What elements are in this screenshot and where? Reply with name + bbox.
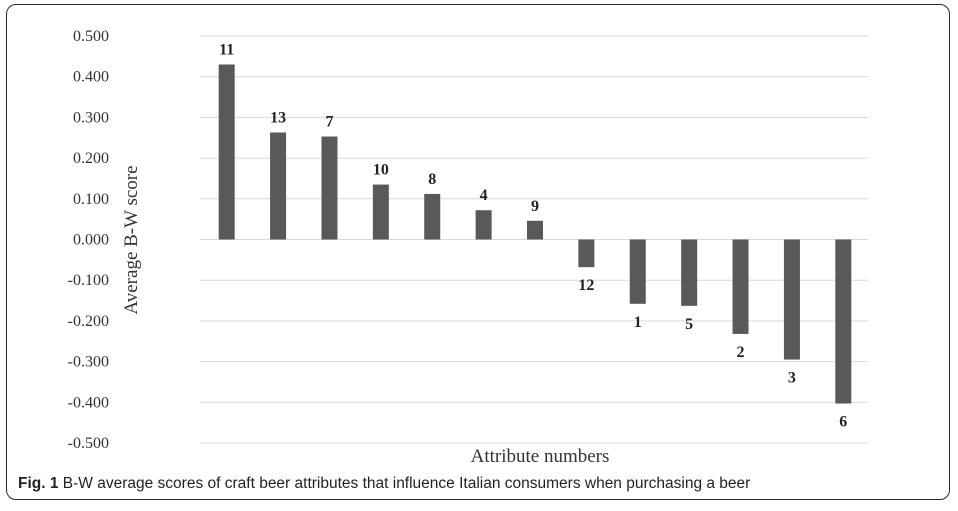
- caption-text: B-W average scores of craft beer attribu…: [62, 475, 751, 492]
- bar: [372, 184, 389, 240]
- bar: [321, 136, 338, 240]
- bar-chart: 0.500 0.400 0.300 0.200 0.100 0.000 -0.100 -0.2…: [68, 28, 868, 467]
- gridlines: [200, 35, 868, 444]
- bars: [218, 64, 852, 404]
- bar: [629, 239, 646, 304]
- y-tick-label: 0.100: [73, 191, 109, 208]
- x-axis-title: Attribute numbers: [471, 446, 610, 467]
- bar: [578, 239, 595, 268]
- bar-label: 13: [270, 109, 286, 126]
- bar: [270, 132, 287, 240]
- bar: [835, 239, 852, 404]
- bar-label: 6: [839, 414, 847, 431]
- bar: [475, 210, 492, 240]
- bar-label: 9: [531, 198, 539, 215]
- bar-label: 10: [373, 162, 389, 179]
- bar-label: 8: [428, 171, 436, 188]
- bar: [783, 239, 800, 360]
- y-tick-label: -0.300: [68, 354, 109, 371]
- bar-label: 11: [219, 41, 234, 58]
- y-tick-label: -0.200: [68, 313, 109, 330]
- bar-label: 7: [325, 114, 333, 131]
- bar: [732, 239, 749, 334]
- y-tick-label: 0.300: [73, 109, 109, 126]
- y-tick-label: 0.500: [73, 28, 109, 45]
- bar: [218, 64, 235, 240]
- bar: [424, 193, 441, 240]
- figure-caption: Fig. 1 B-W average scores of craft beer …: [18, 475, 948, 493]
- y-tick-label: 0.400: [73, 69, 109, 86]
- y-axis-ticks: 0.500 0.400 0.300 0.200 0.100 0.000 -0.100 -0.2…: [68, 28, 109, 452]
- y-tick-label: 0.000: [73, 232, 109, 249]
- y-tick-label: -0.100: [68, 272, 109, 289]
- bar-label: 4: [480, 187, 488, 204]
- y-tick-label: -0.400: [68, 394, 109, 411]
- bar-label: 1: [634, 314, 642, 331]
- caption-label: Fig. 1: [18, 475, 59, 492]
- y-axis-title: Average B-W score: [121, 165, 142, 314]
- bar: [681, 239, 698, 306]
- bar-label: 2: [737, 344, 745, 361]
- bar-label: 12: [578, 277, 594, 294]
- y-tick-label: 0.200: [73, 150, 109, 167]
- y-tick-label: -0.500: [68, 435, 109, 452]
- bar: [527, 220, 543, 240]
- bar-label: 3: [788, 370, 796, 387]
- bar-label: 5: [685, 316, 693, 333]
